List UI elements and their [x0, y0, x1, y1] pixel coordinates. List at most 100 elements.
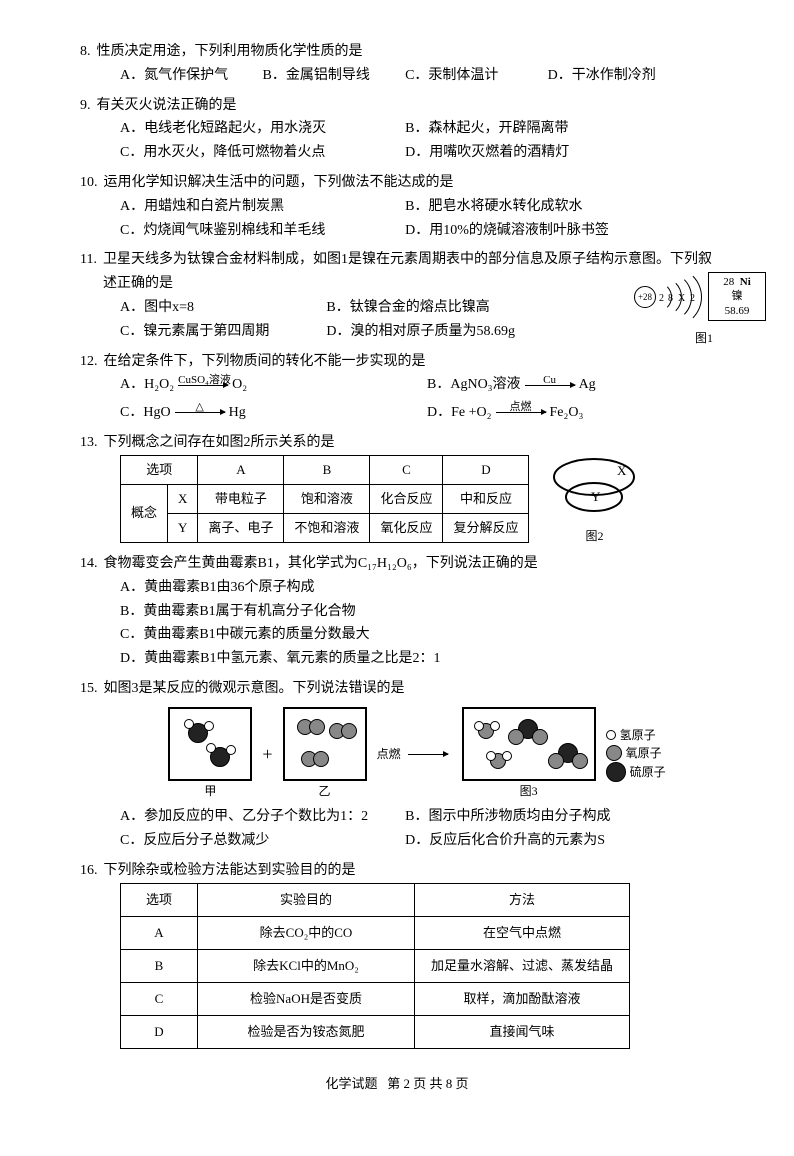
svg-text:X: X [617, 463, 627, 478]
q12-opt-c: C．HgO△Hg [120, 401, 407, 425]
q11-options: A．图中x=8 B．钛镍合金的熔点比镍高 C．镍元素属于第四周期 D．溴的相对原… [120, 296, 550, 344]
q14-opt-c: C．黄曲霉素B1中碳元素的质量分数最大 [120, 623, 714, 647]
q15-options: A．参加反应的甲、乙分子个数比为1：2 B．图示中所涉物质均由分子构成 C．反应… [120, 805, 714, 853]
question-11: 11. 卫星天线多为钛镍合金材料制成，如图1是镍在元素周期表中的部分信息及原子结… [80, 248, 714, 343]
q9-opt-b: B．森林起火，开辟隔离带 [405, 117, 690, 141]
q13-h2: B [284, 455, 370, 484]
q8-stem: 性质决定用途，下列利用物质化学性质的是 [97, 40, 363, 64]
q9-opt-c: C．用水灭火，降低可燃物着火点 [120, 141, 405, 165]
q10-opt-d: D．用10%的烧碱溶液制叶脉书签 [405, 219, 690, 243]
fig2-caption: 图2 [549, 526, 639, 546]
q9-stem: 有关灭火说法正确的是 [97, 94, 237, 118]
question-15: 15. 如图3是某反应的微观示意图。下列说法错误的是 甲 + 乙 点 [80, 677, 714, 853]
q14-opt-a: A．黄曲霉素B1由36个原子构成 [120, 576, 714, 600]
q13-table: 选项 A B C D 概念 X 带电粒子 饱和溶液 化合反应 中和反应 Y 离子… [120, 455, 529, 543]
q10-num: 10. [80, 171, 98, 195]
q9-num: 9. [80, 94, 91, 118]
footer-subject: 化学试题 [325, 1076, 377, 1091]
q14-opt-b: B．黄曲霉素B1属于有机高分子化合物 [120, 600, 714, 624]
fig1-caption: 图1 [634, 328, 774, 348]
q9-options: A．电线老化短路起火，用水浇灭 B．森林起火，开辟隔离带 C．用水灭火，降低可燃… [120, 117, 714, 165]
question-9: 9. 有关灭火说法正确的是 A．电线老化短路起火，用水浇灭 B．森林起火，开辟隔… [80, 94, 714, 165]
q15-opt-a: A．参加反应的甲、乙分子个数比为1：2 [120, 805, 405, 829]
figure-1: +28 2 8 X 2 28 Ni 镍 58.69 图1 [634, 266, 774, 348]
q11-opt-c: C．镍元素属于第四周期 [120, 320, 326, 344]
shell-3: X [678, 290, 685, 307]
q13-h0: 选项 [121, 455, 198, 484]
q12-num: 12. [80, 350, 98, 374]
question-14: 14. 食物霉变会产生黄曲霉素B1，其化学式为C₁₇H₁₂O₆，下列说法正确的是… [80, 552, 714, 671]
q8-opt-c: C．汞制体温计 [405, 64, 548, 88]
q14-options: A．黄曲霉素B1由36个原子构成 B．黄曲霉素B1属于有机高分子化合物 C．黄曲… [120, 576, 714, 671]
figure-2: X Y 图2 [549, 455, 639, 546]
box-product [462, 707, 596, 781]
atom-legend: 氢原子 氧原子 硫原子 [606, 726, 666, 782]
q8-num: 8. [80, 40, 91, 64]
hydrogen-icon [606, 730, 616, 740]
q11-stem: 卫星天线多为钛镍合金材料制成，如图1是镍在元素周期表中的部分信息及原子结构示意图… [103, 248, 714, 296]
q11-opt-a: A．图中x=8 [120, 296, 326, 320]
venn-icon: X Y [549, 455, 639, 515]
q11-opt-d: D．溴的相对原子质量为58.69g [326, 320, 532, 344]
q14-opt-d: D．黄曲霉素B1中氢元素、氧元素的质量之比是2：1 [120, 647, 714, 671]
q15-stem: 如图3是某反应的微观示意图。下列说法错误的是 [104, 677, 405, 701]
q10-opt-b: B．肥皂水将硬水转化成软水 [405, 195, 690, 219]
q14-num: 14. [80, 552, 98, 576]
element-no: 28 [723, 276, 734, 288]
shell-1: 2 [659, 290, 664, 307]
box-b-cap: 乙 [283, 781, 367, 801]
q9-opt-d: D．用嘴吹灭燃着的酒精灯 [405, 141, 690, 165]
plus-icon: + [262, 739, 272, 770]
q9-opt-a: A．电线老化短路起火，用水浇灭 [120, 117, 405, 141]
element-cell: 28 Ni 镍 58.69 [708, 272, 766, 321]
shell-4: 2 [690, 290, 695, 307]
q13-num: 13. [80, 431, 98, 455]
q15-opt-b: B．图示中所涉物质均由分子构成 [405, 805, 690, 829]
q15-opt-c: C．反应后分子总数减少 [120, 829, 405, 853]
q13-rowlabel: 概念 [121, 484, 168, 542]
q10-stem: 运用化学知识解决生活中的问题，下列做法不能达成的是 [104, 171, 454, 195]
footer-page: 第 2 页 共 8 页 [387, 1076, 468, 1091]
atom-structure-icon: +28 2 8 X 2 [634, 266, 704, 326]
q8-options: A．氮气作保护气 B．金属铝制导线 C．汞制体温计 D．干冰作制冷剂 [120, 64, 714, 88]
q10-opt-a: A．用蜡烛和白瓷片制炭黑 [120, 195, 405, 219]
q14-stem: 食物霉变会产生黄曲霉素B1，其化学式为C₁₇H₁₂O₆，下列说法正确的是 [104, 552, 538, 576]
q8-opt-b: B．金属铝制导线 [263, 64, 406, 88]
q12-opt-b: B．AgNO₃溶液CuAg [427, 373, 714, 397]
box-yi [283, 707, 367, 781]
oxygen-icon [606, 745, 622, 761]
q12-options: A．H₂O₂CuSO₄溶液O₂ B．AgNO₃溶液CuAg C．HgO△Hg D… [120, 373, 714, 425]
q16-stem: 下列除杂或检验方法能达到实验目的的是 [104, 859, 356, 883]
q13-h1: A [198, 455, 284, 484]
element-name: 镍 [711, 289, 763, 303]
q16-num: 16. [80, 859, 98, 883]
fig3-caption: 图3 [462, 781, 596, 801]
question-12: 12. 在给定条件下，下列物质间的转化不能一步实现的是 A．H₂O₂CuSO₄溶… [80, 350, 714, 425]
box-jia [168, 707, 252, 781]
q8-opt-d: D．干冰作制冷剂 [548, 64, 691, 88]
q11-opt-b: B．钛镍合金的熔点比镍高 [326, 296, 532, 320]
q13-h4: D [443, 455, 529, 484]
q10-opt-c: C．灼烧闻气味鉴别棉线和羊毛线 [120, 219, 405, 243]
figure-3: 甲 + 乙 点燃 [120, 707, 714, 801]
question-16: 16. 下列除杂或检验方法能达到实验目的的是 选项 实验目的 方法 A除去CO₂… [80, 859, 714, 1049]
q15-opt-d: D．反应后化合价升高的元素为S [405, 829, 690, 853]
question-13: 13. 下列概念之间存在如图2所示关系的是 选项 A B C D 概念 X 带电… [80, 431, 714, 546]
sulfur-icon [606, 762, 626, 782]
svg-text:Y: Y [591, 489, 601, 504]
box-a-cap: 甲 [168, 781, 252, 801]
react-cond: 点燃 [377, 747, 401, 761]
q12-opt-d: D．Fe +O₂点燃Fe₂O₃ [427, 401, 714, 425]
q10-options: A．用蜡烛和白瓷片制炭黑 B．肥皂水将硬水转化成软水 C．灼烧闻气味鉴别棉线和羊… [120, 195, 714, 243]
q13-stem: 下列概念之间存在如图2所示关系的是 [104, 431, 335, 455]
q16-table: 选项 实验目的 方法 A除去CO₂中的CO在空气中点燃 B除去KCl中的MnO₂… [120, 883, 630, 1049]
page-footer: 化学试题 第 2 页 共 8 页 [80, 1073, 714, 1095]
q12-opt-a: A．H₂O₂CuSO₄溶液O₂ [120, 373, 407, 397]
shell-2: 8 [668, 290, 673, 307]
element-mass: 58.69 [711, 304, 763, 318]
q13-h3: C [370, 455, 443, 484]
question-8: 8. 性质决定用途，下列利用物质化学性质的是 A．氮气作保护气 B．金属铝制导线… [80, 40, 714, 88]
element-sym: Ni [740, 276, 751, 288]
question-10: 10. 运用化学知识解决生活中的问题，下列做法不能达成的是 A．用蜡烛和白瓷片制… [80, 171, 714, 242]
q12-stem: 在给定条件下，下列物质间的转化不能一步实现的是 [104, 350, 426, 374]
